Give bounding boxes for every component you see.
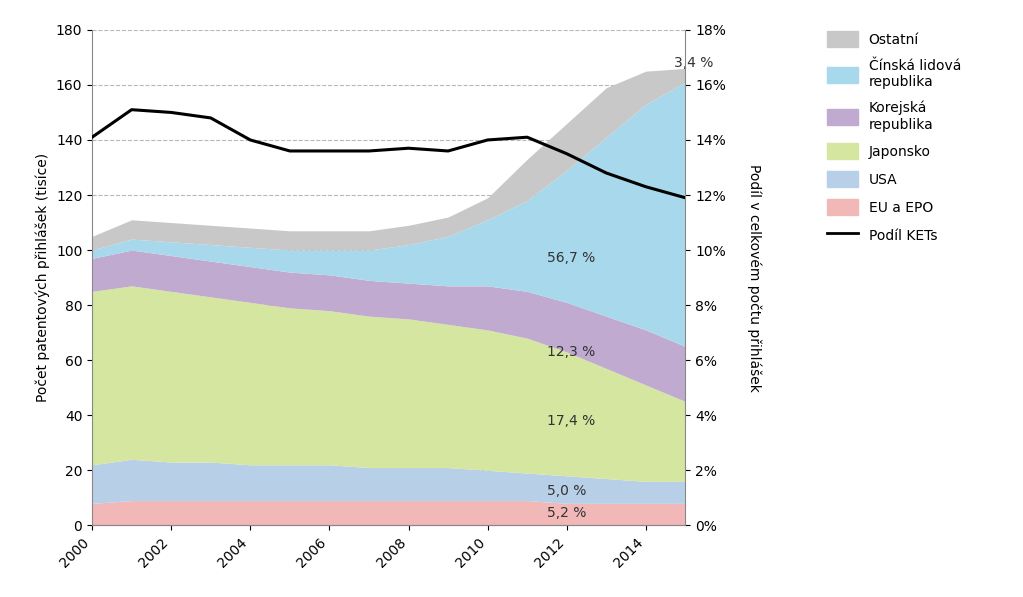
Text: 3,4 %: 3,4 %: [673, 56, 713, 70]
Text: 5,0 %: 5,0 %: [547, 484, 586, 498]
Text: 5,2 %: 5,2 %: [547, 506, 586, 520]
Y-axis label: Počet patentových přihlášek (tisíce): Počet patentových přihlášek (tisíce): [36, 153, 50, 402]
Y-axis label: Podíl v celkovém počtu přihlášek: Podíl v celkovém počtu přihlášek: [747, 164, 761, 392]
Text: 17,4 %: 17,4 %: [547, 414, 595, 428]
Legend: Ostatní, Čínská lidová
republika, Korejská
republika, Japonsko, USA, EU a EPO, P: Ostatní, Čínská lidová republika, Korejs…: [822, 27, 966, 247]
Text: 56,7 %: 56,7 %: [547, 251, 595, 265]
Text: 12,3 %: 12,3 %: [547, 345, 595, 359]
